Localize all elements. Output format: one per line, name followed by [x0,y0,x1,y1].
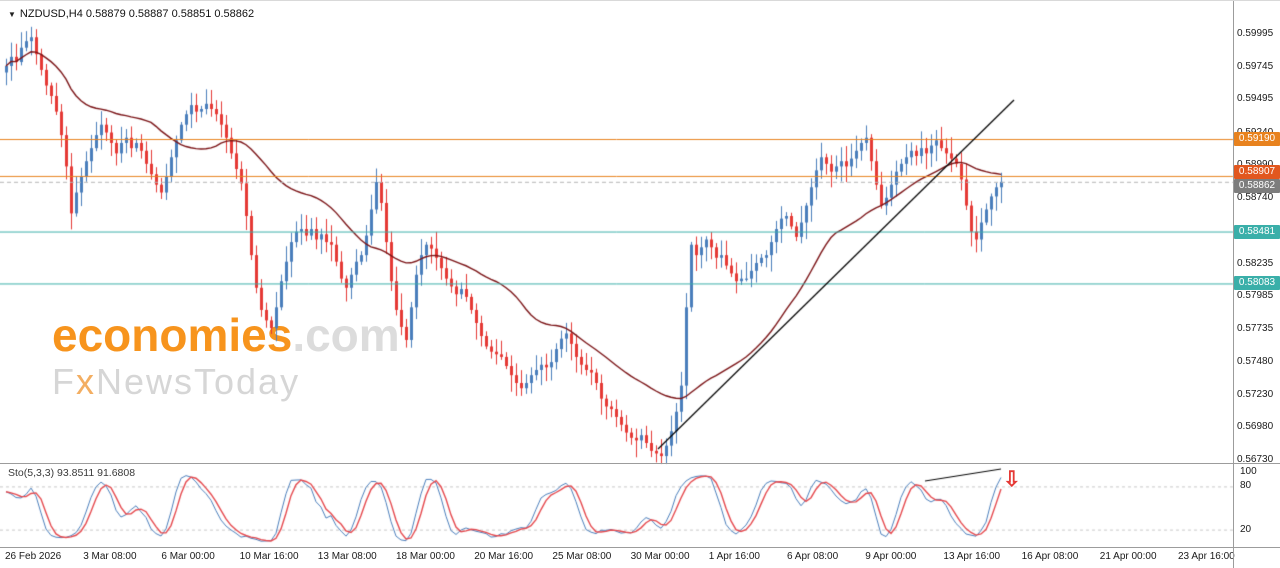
price-axis-label: 0.56980 [1237,421,1274,433]
sto-axis-label: 100 [1240,466,1257,477]
price-axis-label: 0.59995 [1237,28,1274,39]
time-axis-label: 13 Apr 16:00 [943,551,1001,562]
price-axis-label: 0.57480 [1237,356,1274,368]
level-price-badge: 0.58083 [1234,276,1280,291]
symbol-info[interactable]: ▼ NZDUSD,H4 0.58879 0.58887 0.58851 0.588… [8,8,254,20]
level-price-badge: 0.59190 [1234,132,1280,147]
time-axis-label: 23 Apr 16:00 [1178,551,1235,562]
price-axis-label: 0.59240 [1237,127,1273,138]
time-axis-label: 26 Feb 2026 [5,551,62,562]
price-axis-label: 0.58990 [1237,159,1273,170]
price-axis-label: 0.59495 [1237,93,1274,105]
time-axis-label: 1 Apr 16:00 [708,551,760,562]
time-axis-label: 13 Mar 08:00 [317,551,377,562]
sto-axis-label: 20 [1240,523,1252,535]
price-axis-label: 0.58235 [1237,257,1274,269]
time-axis-label: 25 Mar 08:00 [552,551,612,562]
price-axis-label: 0.57735 [1237,322,1274,334]
time-axis-label: 30 Mar 00:00 [630,551,690,562]
sto-timeaxis-separator [0,547,1280,548]
time-axis-label: 10 Mar 16:00 [239,551,299,562]
price-axis-label: 0.59745 [1237,60,1274,72]
time-axis-label: 3 Mar 08:00 [83,551,137,562]
time-axis-label: 9 Apr 00:00 [865,551,917,562]
time-axis-label: 6 Apr 08:00 [787,551,839,562]
main-sto-pane-separator[interactable] [0,463,1280,464]
level-price-badge: 0.58907 [1234,164,1280,179]
time-axis-label: 18 Mar 00:00 [396,551,455,562]
current-price-badge: 0.58862 [1234,178,1280,193]
sell-signal-arrow-icon: ⇩ [1003,468,1021,491]
price-axis-label: 0.56730 [1237,453,1274,465]
price-axis-label: 0.57230 [1237,388,1274,400]
time-axis-label: 16 Apr 08:00 [1021,551,1079,562]
time-axis-label: 20 Mar 16:00 [474,551,534,562]
symbol-ohlc-text: NZDUSD,H4 0.58879 0.58887 0.58851 0.5886… [19,8,255,20]
time-axis-label: 21 Apr 00:00 [1099,551,1157,562]
price-axis-separator [1233,1,1234,568]
price-axis-label: 0.58740 [1237,191,1274,203]
level-price-badge: 0.58481 [1234,224,1280,239]
stochastic-label: Sto(5,3,3) 93.8511 91.6808 [8,467,136,479]
price-axis-label: 0.57985 [1237,290,1274,302]
time-axis-label: 6 Mar 00:00 [161,551,215,562]
sto-axis-label: 80 [1240,480,1252,492]
symbol-dropdown-icon[interactable]: ▼ [8,10,16,19]
